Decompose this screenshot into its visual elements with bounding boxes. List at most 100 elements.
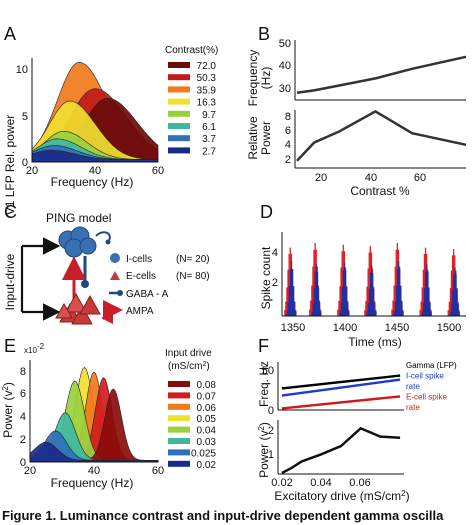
panel-f-bottom-ylabel: Power (v2): [257, 422, 271, 478]
legend-gaba-label: GABA - A: [126, 289, 169, 300]
d-bar-e-cells-4-1: [392, 300, 394, 316]
panel-a-legend-swatch-2: [168, 86, 190, 93]
panel-f-legend-4: rate: [406, 403, 420, 412]
d-bar-i-cells-1-4: [315, 264, 318, 316]
d-bar-i-cells-0-0: [286, 311, 288, 316]
panel-a-legend: 72.050.335.9 16.39.76.13.72.7: [168, 61, 216, 157]
panel-b-label: B: [258, 24, 270, 44]
panel-f-xtick-006: 0.06: [349, 477, 370, 489]
legend-gaba-terminal: [117, 290, 123, 296]
gaba-terminal: [81, 280, 89, 288]
d-bar-i-cells-4-6: [400, 286, 402, 316]
d-bar-i-cells-0-7: [294, 302, 296, 316]
panel-e-legend-label-3: 0.05: [197, 414, 217, 425]
d-bar-i-cells-2-8: [348, 311, 350, 316]
d-bar-i-cells-1-5: [316, 271, 319, 316]
d-bar-i-cells-2-2: [341, 286, 343, 316]
panel-a-legend-label-5: 6.1: [202, 122, 216, 133]
d-bar-i-cells-3-8: [375, 311, 377, 316]
panel-f-legend-3: E-cell spike: [406, 393, 447, 402]
d-bar-e-cells-0-3: [287, 269, 289, 316]
d-bar-i-cells-1-7: [319, 302, 321, 316]
d-bar-e-cells-5-0: [419, 309, 421, 316]
d-bar-e-cells-2-1: [338, 300, 340, 316]
panel-a-legend-swatch-7: [168, 147, 190, 154]
d-bar-i-cells-3-2: [368, 288, 371, 316]
d-bar-i-cells-6-3: [453, 274, 455, 316]
d-bar-e-cells-2-3: [340, 267, 342, 316]
panel-a-legend-label-3: 16.3: [197, 98, 217, 109]
d-bar-i-cells-5-3: [425, 271, 427, 316]
panel-a-xtick-20: 20: [26, 165, 38, 177]
d-bar-i-cells-2-0: [339, 311, 341, 316]
panel-e-ytick-0: 0: [20, 457, 26, 469]
d-bar-i-cells-3-6: [373, 288, 375, 316]
panel-b-top-ytick-30: 30: [279, 83, 291, 95]
d-bar-i-cells-6-2: [452, 289, 454, 316]
panel-a-legend-label-4: 9.7: [202, 110, 216, 121]
d-bar-i-cells-2-1: [340, 302, 342, 316]
d-bar-i-cells-3-0: [366, 311, 368, 316]
panel-d-ylabel: Spike count: [259, 246, 273, 309]
panel-a-legend-swatch-6: [168, 135, 190, 142]
panel-e-legend-label-5: 0.03: [197, 437, 217, 448]
f-line-1: [281, 378, 401, 397]
d-bar-i-cells-6-5: [455, 274, 457, 316]
d-bar-i-cells-0-5: [292, 269, 294, 316]
d-bar-e-cells-3-2: [366, 286, 368, 316]
panel-b-bottom-ytick-6: 6: [285, 125, 291, 137]
panel-d-xtick-1400: 1400: [333, 322, 357, 334]
d-bar-e-cells-6-2: [449, 288, 452, 316]
panel-a-ytick-5: 5: [22, 111, 28, 123]
d-bar-i-cells-0-4: [290, 261, 293, 316]
panel-e-ylabel: Power (v2): [1, 382, 15, 438]
panel-f-top-ytick-50: 50: [262, 365, 274, 377]
d-bar-e-cells-4-2: [393, 285, 395, 316]
d-bar-i-cells-5-5: [427, 271, 429, 316]
panel-f-top-ylabel: Freq. Hz: [257, 361, 271, 407]
panel-e-legend-label-4: 0.04: [197, 426, 217, 437]
spectrum-0-02: [29, 441, 159, 463]
d-bar-i-cells-4-0: [393, 311, 395, 316]
panel-b-bottom-ylabel-2: Power: [259, 121, 273, 155]
d-bar-i-cells-6-0: [450, 311, 452, 316]
legend-e-cells-label: E-cells: [126, 271, 156, 282]
panel-f-frequency-lines: [281, 374, 401, 410]
d-bar-i-cells-0-1: [287, 302, 289, 316]
panel-b-xlabel: Contrast %: [350, 184, 410, 198]
panel-b-top-ytick-50: 50: [279, 38, 291, 50]
panel-e-xtick-20: 20: [24, 465, 36, 477]
panel-e-legend-swatch-7: [168, 460, 190, 467]
d-bar-e-cells-0-4: [288, 253, 290, 316]
panel-d-xtick-1500: 1500: [437, 322, 461, 334]
d-bar-e-cells-5-2: [421, 287, 423, 316]
panel-e: E x10-2 Power (v2) 0 2 4 6 8 20 40 60 Fr…: [1, 336, 216, 490]
d-bar-i-cells-0-6: [293, 286, 295, 316]
panel-a-xlabel: Frequency (Hz): [51, 175, 134, 189]
panel-a: A V1 LFP Rel. power Frequency (Hz) 0 5 1…: [3, 24, 218, 215]
d-bar-i-cells-4-3: [396, 269, 399, 316]
panel-d-ytick-2: 2: [272, 277, 278, 289]
d-bar-i-cells-5-8: [430, 311, 432, 316]
panel-b-power-line: [296, 109, 467, 162]
legend-i-cells-label: I-cells: [126, 254, 152, 265]
d-bar-e-cells-2-2: [339, 286, 341, 316]
d-bar-e-cells-4-3: [394, 266, 396, 316]
panel-f-top-ytick-0: 0: [268, 405, 274, 417]
d-bar-e-cells-6-0: [447, 310, 449, 316]
f-line-0: [281, 374, 401, 390]
panel-a-legend-swatch-1: [168, 74, 190, 81]
d-bar-e-cells-4-0: [391, 309, 393, 316]
d-bar-i-cells-1-3: [314, 271, 316, 316]
panel-a-xtick-40: 40: [89, 165, 101, 177]
panel-e-legend-swatch-6: [168, 449, 190, 456]
d-bar-i-cells-5-7: [429, 302, 431, 316]
d-bar-e-cells-1-0: [309, 309, 311, 316]
panel-a-legend-label-1: 50.3: [197, 73, 217, 84]
panel-e-legend-swatch-5: [168, 438, 190, 444]
panel-f: F Freq. Hz 0 50 Gamma (LFP)I-cell spiker…: [257, 336, 457, 503]
d-bar-i-cells-5-4: [426, 264, 428, 316]
panel-e-legend-swatch-3: [168, 415, 190, 422]
panel-a-legend-label-7: 2.7: [202, 146, 216, 157]
